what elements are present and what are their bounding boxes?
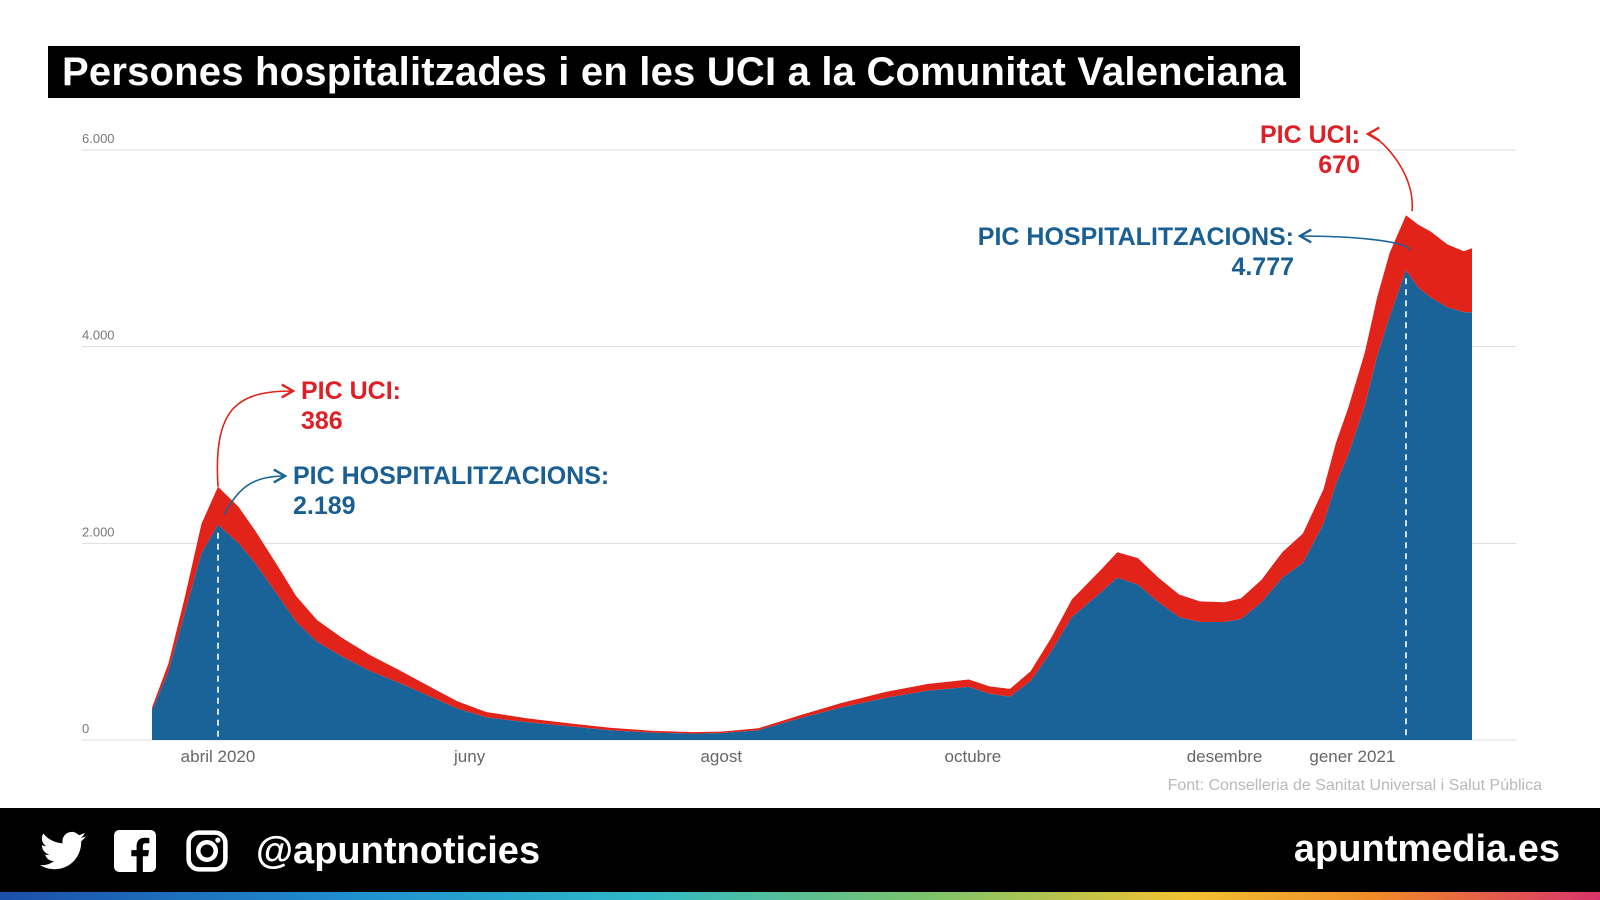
peak1-uci-value: 386: [301, 407, 343, 435]
x-tick-label: desembre: [1187, 747, 1263, 766]
peak2-hosp-annotation: PIC HOSPITALITZACIONS: 4.777: [978, 222, 1294, 282]
peak1-uci-label: PIC UCI:: [301, 377, 401, 405]
peak1-hosp-annotation: PIC HOSPITALITZACIONS: 2.189: [293, 461, 609, 521]
y-tick-label: 4.000: [82, 328, 115, 343]
chart-svg: 0 2.000 4.000 6.000 abril 2020 juny agost octub…: [82, 126, 1516, 766]
y-tick-label: 0: [82, 721, 89, 736]
y-tick-label: 2.000: [82, 524, 115, 539]
peak2-uci-annotation: PIC UCI: 670: [1260, 120, 1360, 180]
x-tick-label: abril 2020: [181, 747, 256, 766]
peak1-hosp-value: 2.189: [293, 492, 356, 520]
social-links: @apuntnoticies: [40, 828, 540, 874]
peak2-uci-value: 670: [1318, 151, 1360, 179]
rainbow-stripe: [0, 892, 1600, 900]
twitter-icon[interactable]: [40, 828, 86, 874]
social-handle[interactable]: @apuntnoticies: [256, 829, 541, 872]
x-tick-label: octubre: [945, 747, 1002, 766]
website-link[interactable]: apuntmedia.es: [1293, 828, 1560, 870]
x-tick-label: gener 2021: [1309, 747, 1395, 766]
peak2-uci-arrow: [1365, 126, 1413, 212]
x-tick-label: agost: [700, 747, 742, 766]
y-tick-label: 6.000: [82, 131, 115, 146]
peak2-hosp-arrow: [1297, 228, 1411, 251]
peak1-hosp-label: PIC HOSPITALITZACIONS:: [293, 462, 610, 490]
peak1-hosp-arrow: [223, 468, 288, 516]
instagram-icon[interactable]: [184, 828, 230, 874]
peak1-uci-arrow: [216, 383, 296, 487]
peak2-uci-label: PIC UCI:: [1260, 121, 1360, 149]
title-bar: Persones hospitalitzades i en les UCI a …: [48, 46, 1301, 98]
facebook-icon[interactable]: [112, 828, 158, 874]
peak2-hosp-label: PIC HOSPITALITZACIONS:: [977, 223, 1294, 251]
peak1-uci-annotation: PIC UCI: 386: [301, 376, 401, 436]
source-note: Font: Conselleria de Sanitat Universal i…: [1167, 777, 1542, 794]
chart-title: Persones hospitalitzades i en les UCI a …: [62, 49, 1287, 94]
hospitalitzacions-area: [152, 270, 1472, 740]
x-tick-label: juny: [453, 747, 486, 766]
footer-bar: [0, 808, 1600, 892]
peak2-hosp-value: 4.777: [1231, 253, 1294, 281]
